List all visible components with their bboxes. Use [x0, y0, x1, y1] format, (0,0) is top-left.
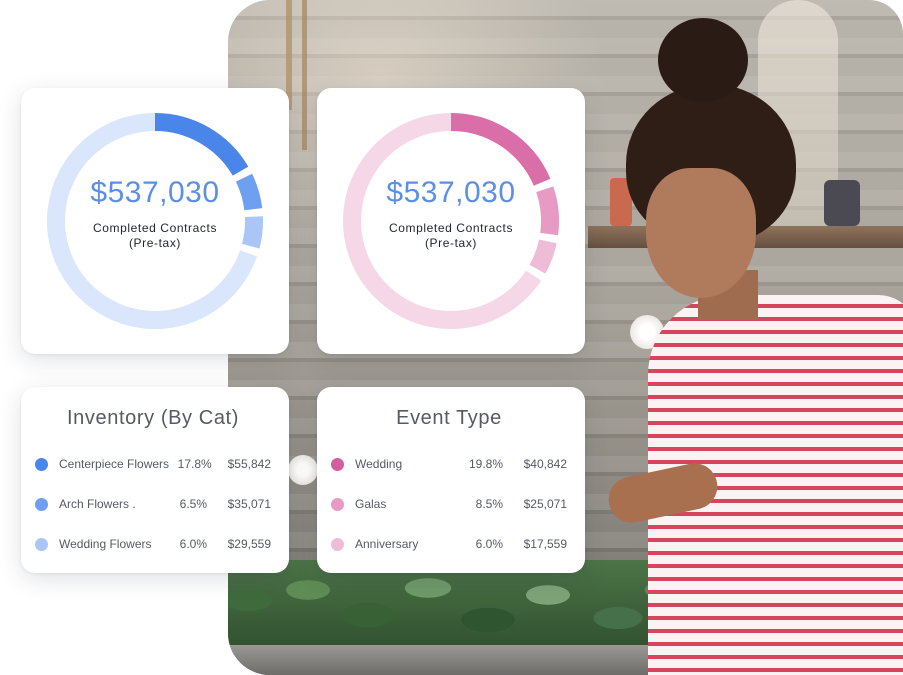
- label-line: Completed Contracts: [92, 220, 218, 235]
- list-item: Wedding 19.8% $40,842: [331, 444, 567, 484]
- category-percent: 6.0%: [179, 537, 207, 551]
- label-line: Completed Contracts: [388, 220, 514, 235]
- donut-segment: [241, 216, 263, 249]
- work-counter: [228, 645, 688, 675]
- event-amount: $17,559: [523, 537, 567, 551]
- hanging-rope: [286, 0, 292, 110]
- contracts-total-label: Completed Contracts (Pre-tax): [93, 221, 217, 251]
- vase: [610, 178, 632, 226]
- donut-chart-blue: [47, 113, 263, 329]
- legend-dot: [331, 457, 344, 471]
- list-item: Arch Flowers . 6.5% $35,071: [35, 484, 271, 524]
- label-line: (Pre-tax): [424, 235, 478, 250]
- contracts-total-label: Completed Contracts (Pre-tax): [389, 221, 513, 251]
- contracts-total-value: $537,030: [386, 175, 516, 209]
- event-amount: $25,071: [523, 497, 567, 511]
- list-item: Galas 8.5% $25,071: [331, 484, 567, 524]
- category-name: Centerpiece Flowers: [59, 457, 170, 471]
- contracts-donut-card-pink: $537,030 Completed Contracts (Pre-tax): [317, 88, 585, 354]
- legend-dot: [331, 497, 344, 511]
- event-type-title: Event Type: [396, 407, 502, 429]
- category-amount: $55,842: [227, 457, 271, 471]
- event-percent: 6.0%: [475, 537, 503, 551]
- donut-segment: [450, 113, 551, 187]
- event-name: Wedding: [355, 457, 403, 471]
- list-item: Centerpiece Flowers 17.8% $55,842: [35, 444, 271, 484]
- event-type-card: Event Type Wedding 19.8% $40,842 Galas 8…: [317, 387, 585, 573]
- legend-dot: [331, 537, 344, 551]
- event-name: Anniversary: [355, 537, 419, 551]
- inventory-title: Inventory (By Cat): [67, 407, 239, 429]
- event-percent: 8.5%: [475, 497, 503, 511]
- hanging-rope: [302, 0, 307, 150]
- category-amount: $35,071: [227, 497, 271, 511]
- contracts-donut-card-blue: $537,030 Completed Contracts (Pre-tax): [21, 88, 289, 354]
- donut-segment: [529, 239, 557, 274]
- eucalyptus-greens: [228, 560, 698, 655]
- woman-hair-bun: [658, 18, 748, 102]
- category-percent: 6.5%: [179, 497, 207, 511]
- category-name: Arch Flowers .: [59, 497, 136, 511]
- woman-face: [646, 168, 756, 298]
- donut-segment: [235, 173, 263, 211]
- white-flower: [288, 455, 318, 485]
- donut-segment: [343, 113, 542, 329]
- legend-dot: [35, 457, 48, 471]
- legend-dot: [35, 537, 48, 551]
- inventory-card: Inventory (By Cat) Centerpiece Flowers 1…: [21, 387, 289, 573]
- donut-segment: [47, 113, 258, 329]
- vase: [824, 180, 860, 226]
- legend-dot: [35, 497, 48, 511]
- list-item: Wedding Flowers 6.0% $29,559: [35, 524, 271, 564]
- category-amount: $29,559: [227, 537, 271, 551]
- list-item: Anniversary 6.0% $17,559: [331, 524, 567, 564]
- category-percent: 17.8%: [177, 457, 212, 471]
- label-line: (Pre-tax): [128, 235, 182, 250]
- event-name: Galas: [355, 497, 387, 511]
- contracts-total-value: $537,030: [90, 175, 220, 209]
- category-name: Wedding Flowers: [59, 537, 152, 551]
- event-amount: $40,842: [523, 457, 567, 471]
- donut-segment: [154, 113, 249, 176]
- donut-segment: [536, 186, 559, 236]
- donut-chart-pink: [343, 113, 559, 329]
- event-percent: 19.8%: [468, 457, 503, 471]
